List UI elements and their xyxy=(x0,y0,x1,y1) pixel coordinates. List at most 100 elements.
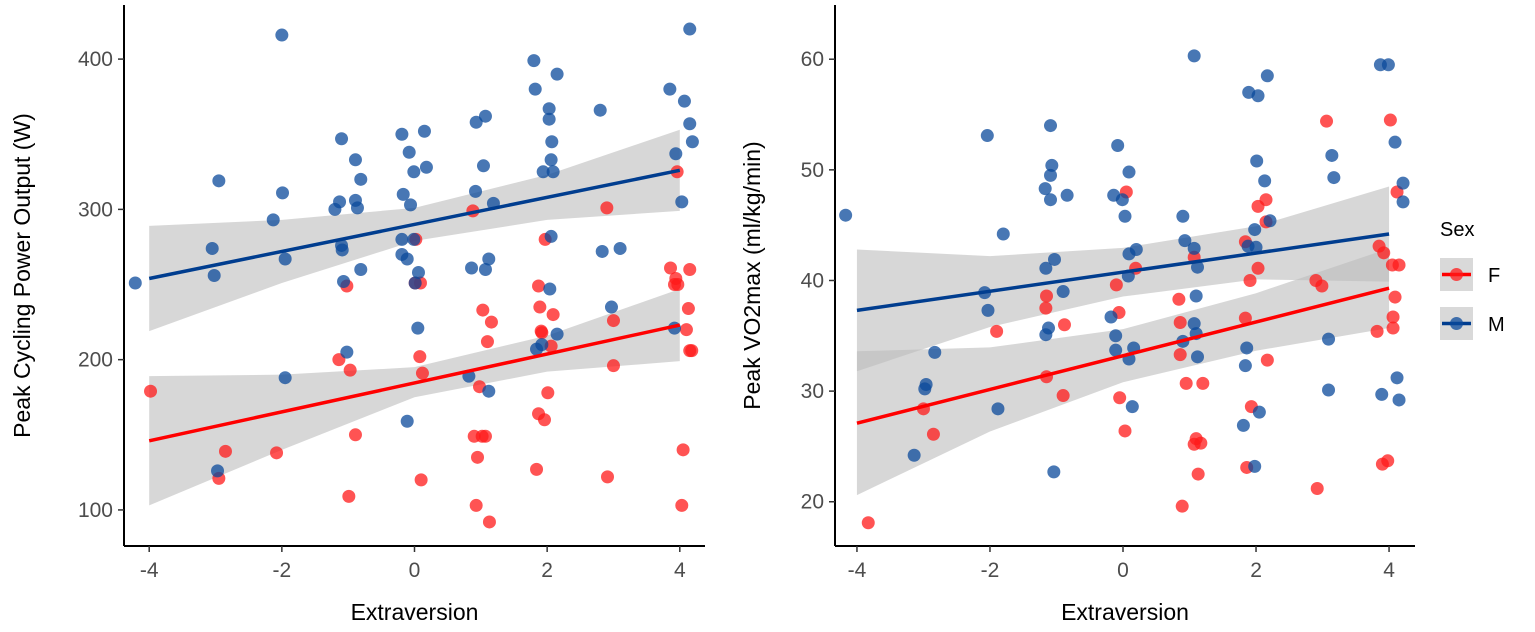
data-point-M xyxy=(1322,332,1336,346)
data-point-M xyxy=(1396,195,1410,209)
data-point-M xyxy=(1178,234,1192,248)
data-point-M xyxy=(400,414,414,428)
x-tick-label: 4 xyxy=(674,559,686,582)
fit-line-F xyxy=(856,286,1390,425)
data-point-M xyxy=(685,135,699,149)
data-point-M xyxy=(669,147,683,161)
data-point-M xyxy=(275,28,289,42)
y-tick-label: 100 xyxy=(78,499,113,522)
x-tick-label: -4 xyxy=(848,559,867,582)
data-point-M xyxy=(1039,328,1053,342)
data-point-F xyxy=(1179,376,1193,390)
data-point-M xyxy=(328,202,342,216)
data-point-M xyxy=(207,269,221,282)
data-point-F xyxy=(535,326,549,340)
data-point-F xyxy=(270,446,284,460)
data-point-F xyxy=(1386,310,1400,324)
data-point-M xyxy=(469,115,483,129)
data-point-F xyxy=(1040,289,1054,303)
data-point-M xyxy=(1263,214,1277,228)
data-point-F xyxy=(1310,481,1324,495)
y-tick-label: 400 xyxy=(78,48,113,71)
data-point-M xyxy=(1392,393,1406,407)
y-tick-label: 50 xyxy=(801,159,824,182)
data-point-M xyxy=(1187,49,1201,63)
data-point-F xyxy=(683,344,697,358)
data-point-F xyxy=(1383,113,1397,127)
data-point-F xyxy=(1173,316,1187,330)
data-point-M xyxy=(465,261,479,275)
data-point-F xyxy=(144,384,158,398)
data-point-F xyxy=(926,427,940,441)
data-point-F xyxy=(1191,467,1205,481)
data-point-M xyxy=(604,300,618,314)
data-point-M xyxy=(527,54,541,68)
data-point-M xyxy=(839,208,853,222)
data-point-M xyxy=(482,384,496,398)
data-point-M xyxy=(1115,193,1129,207)
confidence-band-M xyxy=(149,129,680,332)
data-point-M xyxy=(1258,174,1272,188)
data-point-M xyxy=(981,303,995,317)
data-point-F xyxy=(414,473,428,487)
data-point-F xyxy=(478,429,492,443)
data-point-M xyxy=(278,371,292,385)
data-point-M xyxy=(278,252,292,266)
y-axis-title: Peak VO2max (ml/kg/min) xyxy=(739,141,765,409)
data-point-M xyxy=(335,243,349,257)
data-point-F xyxy=(1113,391,1127,405)
legend-point-F xyxy=(1450,268,1463,281)
x-tick-label: 4 xyxy=(1383,559,1395,582)
data-point-F xyxy=(343,363,357,377)
data-point-M xyxy=(1191,260,1204,274)
data-point-M xyxy=(1176,209,1190,223)
data-point-F xyxy=(1194,436,1208,450)
data-point-F xyxy=(1057,318,1071,332)
data-point-M xyxy=(991,402,1005,416)
data-point-M xyxy=(1104,310,1118,324)
data-point-M xyxy=(476,159,490,173)
data-point-M xyxy=(211,464,225,478)
data-point-M xyxy=(266,213,280,227)
data-point-M xyxy=(1327,171,1341,185)
data-point-M xyxy=(593,103,607,117)
data-point-M xyxy=(1125,400,1139,414)
data-point-F xyxy=(681,302,695,316)
data-point-F xyxy=(679,323,693,337)
data-point-M xyxy=(1109,329,1123,343)
x-axis-title: Extraversion xyxy=(1061,599,1189,625)
x-tick-label: 0 xyxy=(409,559,421,582)
data-point-M xyxy=(1187,241,1201,255)
data-point-F xyxy=(601,470,615,484)
data-point-M xyxy=(980,129,994,143)
data-point-F xyxy=(1386,321,1400,335)
data-point-M xyxy=(1251,89,1265,103)
data-point-F xyxy=(683,262,697,276)
data-point-M xyxy=(544,153,558,167)
data-point-M xyxy=(544,229,558,243)
x-tick-label: -2 xyxy=(981,559,1000,582)
data-point-M xyxy=(1236,418,1250,432)
data-point-M xyxy=(907,448,921,462)
data-point-M xyxy=(1111,139,1125,153)
data-point-F xyxy=(1173,348,1187,362)
data-point-M xyxy=(542,102,556,116)
data-point-M xyxy=(1045,158,1059,172)
data-point-M xyxy=(350,201,364,215)
y-tick-label: 20 xyxy=(801,491,824,514)
data-point-M xyxy=(1056,285,1070,299)
data-point-F xyxy=(1118,424,1132,438)
data-point-M xyxy=(675,195,689,209)
data-point-M xyxy=(128,276,142,290)
data-point-M xyxy=(1250,154,1264,168)
data-point-M xyxy=(1240,341,1254,355)
data-point-M xyxy=(1109,343,1123,357)
data-point-F xyxy=(606,314,620,328)
data-point-M xyxy=(1248,223,1262,237)
data-point-F xyxy=(1175,499,1189,513)
data-point-M xyxy=(1044,119,1058,133)
legend: Sex F M xyxy=(1440,219,1505,340)
data-point-F xyxy=(675,498,689,512)
data-point-M xyxy=(550,67,564,81)
